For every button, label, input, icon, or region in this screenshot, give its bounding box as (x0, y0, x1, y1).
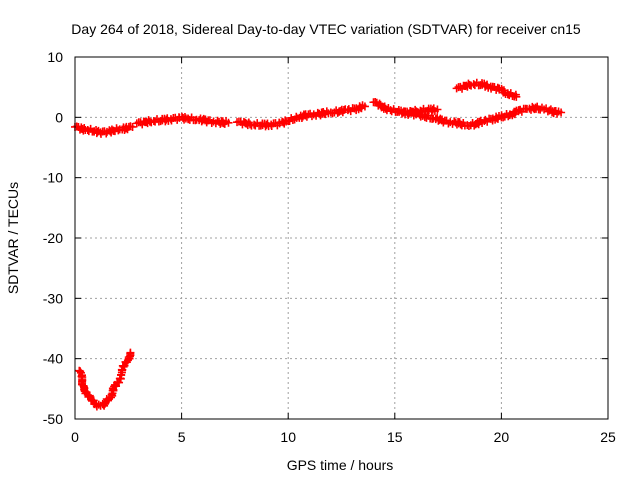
x-axis-label: GPS time / hours (287, 457, 394, 473)
series-arc-5 (399, 104, 442, 118)
data-point (126, 348, 135, 357)
data-point (224, 118, 233, 127)
series-arc-2 (132, 112, 233, 129)
y-tick-label: 0 (55, 109, 63, 125)
series-arc-7 (75, 348, 135, 411)
y-tick-label: -50 (43, 411, 63, 427)
y-axis-label: SDTVAR / TECUs (5, 182, 21, 294)
data-point (512, 92, 521, 101)
y-tick-label: -40 (43, 351, 63, 367)
series-arc-1 (71, 122, 137, 138)
y-tick-label: 10 (47, 49, 63, 65)
data-points (71, 78, 566, 411)
data-point (433, 105, 442, 114)
x-tick-label: 25 (600, 429, 616, 445)
data-point-fill (119, 362, 128, 371)
y-tick-label: -20 (43, 230, 63, 246)
y-tick-label: -30 (43, 290, 63, 306)
data-point (128, 122, 137, 131)
chart-title: Day 264 of 2018, Sidereal Day-to-day VTE… (71, 21, 581, 37)
series-arc-3 (233, 101, 369, 131)
x-tick-label: 15 (387, 429, 403, 445)
x-axis-ticks: 0 5 10 15 20 25 (71, 57, 616, 445)
series-arc-6 (452, 78, 521, 101)
data-point (360, 102, 369, 111)
data-point (557, 108, 566, 117)
x-tick-label: 10 (280, 429, 296, 445)
y-axis-ticks: -50 -40 -30 -20 -10 0 10 (43, 49, 608, 427)
x-tick-label: 20 (494, 429, 510, 445)
x-tick-label: 0 (71, 429, 79, 445)
y-tick-label: -10 (43, 170, 63, 186)
x-tick-label: 5 (178, 429, 186, 445)
series-arc-4 (369, 97, 566, 131)
data-point-fill (85, 391, 94, 400)
